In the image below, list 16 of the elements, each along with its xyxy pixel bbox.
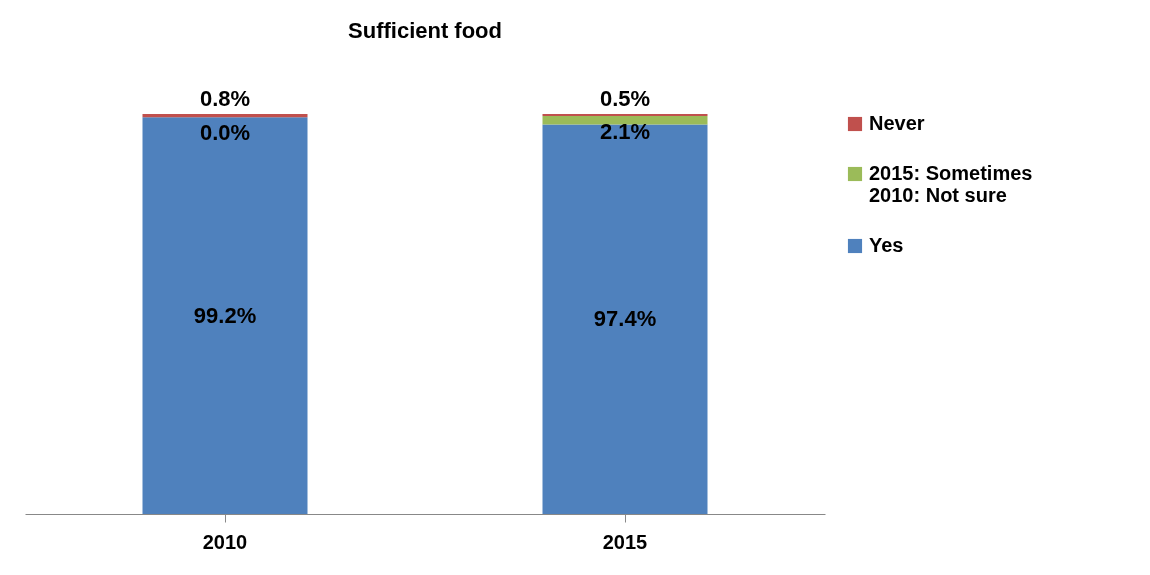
data-label: 99.2% xyxy=(193,302,257,328)
legend-label: 2015: Sometimes 2010: Not sure xyxy=(869,162,1033,206)
legend-label: Never xyxy=(869,112,925,134)
bar xyxy=(542,124,708,514)
data-label: 0.0% xyxy=(199,120,251,146)
data-label: 0.5% xyxy=(599,86,651,111)
data-label: 2.1% xyxy=(599,119,651,144)
bar xyxy=(142,117,308,514)
chart-title: Sufficient food xyxy=(348,18,502,43)
x-tick-label: 2010 xyxy=(202,530,248,553)
data-label: 0.8% xyxy=(199,86,251,111)
bar xyxy=(142,114,308,118)
legend-label: Yes xyxy=(869,234,904,256)
bar xyxy=(542,116,708,125)
data-label: 97.4% xyxy=(593,306,657,332)
x-tick-label: 2015 xyxy=(602,530,648,553)
